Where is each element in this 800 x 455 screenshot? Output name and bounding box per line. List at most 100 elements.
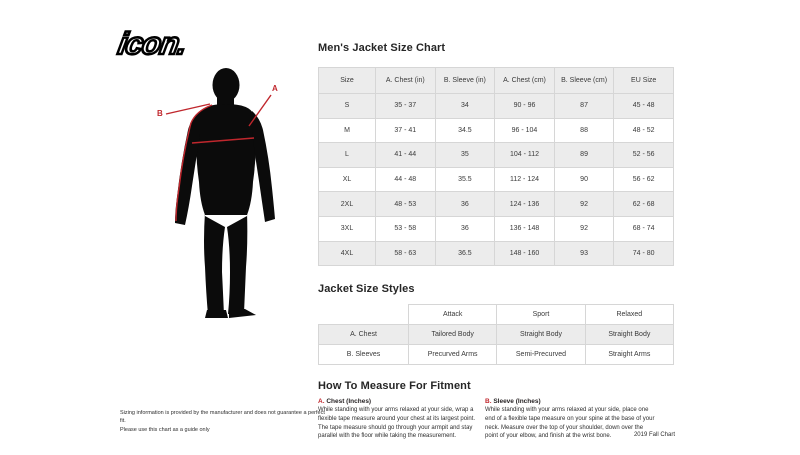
table-row: B. Sleeves Precurved Arms Semi-Precurved St… <box>318 344 675 366</box>
column-header: Relaxed <box>584 304 675 326</box>
table-cell: 41 - 44 <box>375 142 436 168</box>
table-row: XL 44 - 48 35.5 112 - 124 90 56 - 62 <box>318 166 674 193</box>
table-cell: 68 - 74 <box>613 215 674 242</box>
table-row: L 41 - 44 35 104 - 112 89 52 - 56 <box>318 142 674 168</box>
table-row: 3XL 53 - 58 36 136 - 148 92 68 - 74 <box>318 215 674 242</box>
table-row: M 37 - 41 34.5 96 - 104 88 48 - 52 <box>318 117 674 144</box>
table-cell: 36 <box>434 191 496 217</box>
table-cell: 37 - 41 <box>375 117 436 144</box>
table-cell: 53 - 58 <box>375 215 436 242</box>
measure-chest-block: A. Chest (Inches) While standing with yo… <box>318 398 478 441</box>
column-header: Size <box>318 67 376 94</box>
column-header: B. Sleeve (cm) <box>553 67 615 94</box>
styles-chart-body: A. Chest Tailored Body Straight Body Straig… <box>318 324 675 366</box>
column-header <box>319 305 409 325</box>
table-cell: 35.5 <box>434 166 496 193</box>
measurement-labels: A B <box>157 84 278 118</box>
table-row: A. Chest Tailored Body Straight Body Straig… <box>318 324 675 346</box>
label-a: A <box>272 84 278 93</box>
edition-label: 2019 Fall Chart <box>633 432 675 438</box>
table-row: 4XL 58 - 63 36.5 148 - 160 93 74 - 80 <box>318 240 674 267</box>
measure-sleeve-letter: B. <box>485 398 492 406</box>
table-cell: 136 - 148 <box>494 215 555 242</box>
table-cell: 45 - 48 <box>613 93 674 119</box>
table-cell: S <box>318 93 376 119</box>
table-cell: 48 - 52 <box>613 117 674 144</box>
column-header: Attack <box>407 304 498 326</box>
size-chart-header: Size A. Chest (in) B. Sleeve (in) A. Chest … <box>318 67 674 94</box>
how-to-measure-columns: A. Chest (Inches) While standing with yo… <box>318 398 674 441</box>
table-cell: 104 - 112 <box>494 142 555 168</box>
table-cell: 52 - 56 <box>613 142 674 168</box>
measure-sleeve-heading-text: Sleeve (Inches) <box>493 398 541 406</box>
measure-chest-letter: A. <box>318 398 325 406</box>
measure-sleeve-body: While standing with your arms relaxed at… <box>485 407 655 440</box>
table-cell: Straight Body <box>584 324 675 346</box>
table-cell: 90 - 96 <box>494 93 555 119</box>
table-cell: 34 <box>434 93 496 119</box>
table-cell: Tailored Body <box>407 324 498 346</box>
table-cell: 93 <box>553 240 615 267</box>
styles-chart-header: Attack Sport Relaxed <box>319 304 675 326</box>
table-cell: A. Chest <box>318 324 409 346</box>
table-cell: L <box>318 142 376 168</box>
column-header: B. Sleeve (in) <box>434 67 496 94</box>
chest-measure-line <box>191 137 255 144</box>
table-row: 2XL 48 - 53 36 124 - 136 92 62 - 68 <box>318 191 674 217</box>
column-header: A. Chest (cm) <box>494 67 555 94</box>
table-cell: 89 <box>553 142 615 168</box>
table-cell: 2XL <box>318 191 376 217</box>
content-column: Men's Jacket Size Chart Size A. Chest (in… <box>318 42 675 441</box>
table-cell: 96 - 104 <box>494 117 555 144</box>
measurement-lines <box>165 94 272 222</box>
table-cell: 112 - 124 <box>494 166 555 193</box>
table-cell: B. Sleeves <box>318 344 409 366</box>
styles-chart-table: Attack Sport Relaxed A. Chest Tailored Body… <box>318 304 675 366</box>
table-cell: 92 <box>553 191 615 217</box>
table-cell: XL <box>318 166 376 193</box>
header-row: Size A. Chest (in) B. Sleeve (in) A. Chest … <box>318 67 674 94</box>
table-cell: M <box>318 117 376 144</box>
size-chart-table: Size A. Chest (in) B. Sleeve (in) A. Chest … <box>318 67 674 267</box>
table-row: S 35 - 37 34 90 - 96 87 45 - 48 <box>318 93 674 119</box>
table-cell: 48 - 53 <box>375 191 436 217</box>
table-cell: 58 - 63 <box>375 240 436 267</box>
measure-chest-heading-text: Chest (Inches) <box>326 398 372 406</box>
table-cell: 3XL <box>318 215 376 242</box>
disclaimer-line-2: Please use this chart as a guide only <box>120 426 210 433</box>
table-cell: 124 - 136 <box>494 191 555 217</box>
disclaimer-line-1: Sizing information is provided by the ma… <box>120 410 325 425</box>
icon-logo-graphic: icon. <box>114 25 190 62</box>
table-cell: 35 - 37 <box>375 93 436 119</box>
table-cell: 36.5 <box>434 240 496 267</box>
size-chart-title: Men's Jacket Size Chart <box>318 42 446 54</box>
sleeve-pointer-line <box>165 103 211 115</box>
table-cell: Straight Arms <box>584 344 675 366</box>
measure-sleeve-heading: B. Sleeve (Inches) <box>485 398 657 405</box>
size-chart-body: S 35 - 37 34 90 - 96 87 45 - 48 M 37 - 41 34.5 96… <box>318 93 674 267</box>
sizing-disclaimer: Sizing information is provided by the ma… <box>120 409 325 434</box>
styles-chart-title: Jacket Size Styles <box>318 283 415 296</box>
table-cell: 62 - 68 <box>613 191 674 217</box>
table-cell: 4XL <box>318 240 376 267</box>
measure-chest-body: While standing with your arms relaxed at… <box>318 407 476 440</box>
chest-pointer-line <box>248 94 272 127</box>
column-header: Sport <box>496 304 586 326</box>
table-cell: 56 - 62 <box>613 166 674 193</box>
how-to-measure-title: How To Measure For Fitment <box>318 380 471 393</box>
table-cell: 87 <box>553 93 615 119</box>
table-cell: Precurved Arms <box>407 344 498 366</box>
table-cell: 44 - 48 <box>375 166 436 193</box>
measure-sleeve-block: B. Sleeve (Inches) While standing with y… <box>485 398 657 441</box>
table-cell: Semi-Precurved <box>496 344 586 366</box>
table-cell: 88 <box>553 117 615 144</box>
table-cell: 36 <box>434 215 496 242</box>
table-cell: 34.5 <box>434 117 496 144</box>
table-cell: 148 - 160 <box>494 240 555 267</box>
silhouette-shapes <box>175 68 275 318</box>
table-cell: Straight Body <box>496 324 586 346</box>
label-b: B <box>157 109 163 118</box>
table-cell: 90 <box>553 166 615 193</box>
table-cell: 35 <box>434 142 496 168</box>
measure-chest-heading: A. Chest (Inches) <box>318 398 478 405</box>
